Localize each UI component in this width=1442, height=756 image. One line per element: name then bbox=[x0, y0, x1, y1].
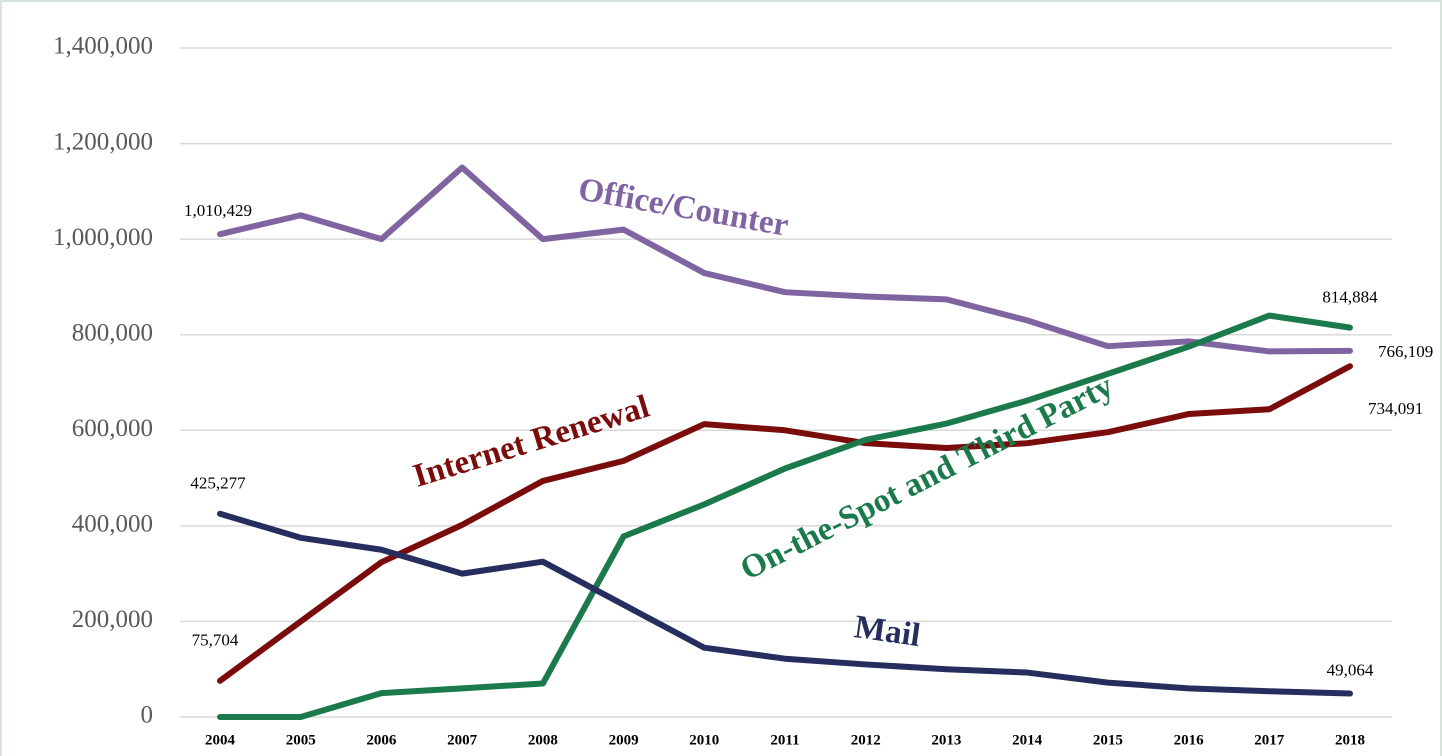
x-tick-label: 2007 bbox=[447, 732, 478, 748]
data-label: 766,109 bbox=[1378, 342, 1433, 361]
x-tick-label: 2015 bbox=[1093, 732, 1123, 748]
x-tick-label: 2013 bbox=[931, 732, 961, 748]
y-tick-label: 0 bbox=[141, 702, 154, 729]
data-label: 1,010,429 bbox=[184, 201, 252, 220]
series-label: On-the-Spot and Third Party bbox=[735, 368, 1120, 588]
y-tick-label: 600,000 bbox=[72, 415, 153, 442]
y-tick-label: 200,000 bbox=[72, 606, 153, 633]
data-label: 734,091 bbox=[1368, 399, 1423, 418]
x-tick-label: 2004 bbox=[205, 732, 236, 748]
y-tick-label: 1,000,000 bbox=[53, 224, 153, 251]
y-tick-label: 1,400,000 bbox=[53, 33, 153, 60]
data-label: 425,277 bbox=[190, 474, 246, 493]
x-tick-label: 2009 bbox=[609, 732, 639, 748]
x-tick-label: 2006 bbox=[366, 732, 397, 748]
y-tick-label: 1,200,000 bbox=[53, 128, 153, 155]
series-label: Internet Renewal bbox=[409, 389, 654, 495]
data-label: 814,884 bbox=[1322, 288, 1378, 307]
x-tick-label: 2010 bbox=[689, 732, 719, 748]
series-label: Mail bbox=[852, 609, 922, 654]
x-tick-label: 2016 bbox=[1174, 732, 1205, 748]
data-label: 49,064 bbox=[1327, 660, 1374, 679]
series-line bbox=[217, 164, 1353, 355]
x-tick-label: 2011 bbox=[770, 732, 799, 748]
x-tick-label: 2018 bbox=[1335, 732, 1365, 748]
x-tick-label: 2012 bbox=[851, 732, 881, 748]
series-line bbox=[217, 363, 1353, 684]
y-tick-label: 800,000 bbox=[72, 319, 153, 346]
x-tick-label: 2017 bbox=[1254, 732, 1285, 748]
x-tick-label: 2014 bbox=[1012, 732, 1043, 748]
series-line bbox=[217, 312, 1353, 720]
data-label: 75,704 bbox=[192, 631, 239, 650]
x-tick-label: 2005 bbox=[286, 732, 316, 748]
series-line bbox=[217, 510, 1353, 697]
x-tick-label: 2008 bbox=[528, 732, 558, 748]
y-tick-label: 400,000 bbox=[72, 511, 153, 538]
